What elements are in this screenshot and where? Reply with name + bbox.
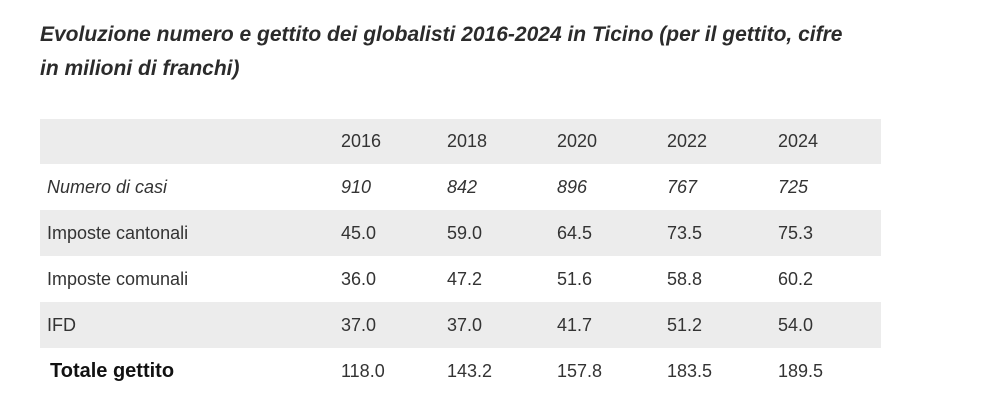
cell-value: 47.2 <box>447 268 483 289</box>
cell-value: 143.2 <box>447 360 493 381</box>
table-row-totale-gettito: Totale gettito 118.0 143.2 157.8 183.5 1… <box>40 348 881 394</box>
table-row-ifd: IFD 37.0 37.0 41.7 51.2 54.0 <box>40 302 881 348</box>
cell-value: 767 <box>667 176 698 197</box>
header-year-2020: 2020 <box>557 119 667 164</box>
cell-value: 59.0 <box>447 210 557 256</box>
cell-value: 910 <box>341 176 372 197</box>
cell-value: 45.0 <box>341 210 447 256</box>
header-year-2016: 2016 <box>341 119 447 164</box>
data-table: 2016 2018 2020 2022 2024 Numero di casi … <box>40 119 881 394</box>
cell-value: 51.6 <box>557 268 593 289</box>
row-label: Imposte comunali <box>47 268 189 289</box>
table-header-row: 2016 2018 2020 2022 2024 <box>40 119 881 164</box>
cell-value: 118.0 <box>341 360 385 381</box>
row-label: Totale gettito <box>50 359 175 382</box>
cell-value: 37.0 <box>341 302 447 348</box>
cell-value: 725 <box>778 176 809 197</box>
cell-value: 189.5 <box>778 360 824 381</box>
table-row-numero-di-casi: Numero di casi 910 842 896 767 725 <box>40 164 881 210</box>
cell-value: 41.7 <box>557 302 667 348</box>
header-year-2018: 2018 <box>447 119 557 164</box>
table-row-imposte-comunali: Imposte comunali 36.0 47.2 51.6 58.8 60.… <box>40 256 881 302</box>
header-year-2024: 2024 <box>778 119 881 164</box>
cell-value: 58.8 <box>667 268 703 289</box>
row-label: Numero di casi <box>47 176 168 197</box>
table-row-imposte-cantonali: Imposte cantonali 45.0 59.0 64.5 73.5 75… <box>40 210 881 256</box>
cell-value: 75.3 <box>778 210 881 256</box>
cell-value: 60.2 <box>778 268 814 289</box>
cell-value: 54.0 <box>778 302 881 348</box>
cell-value: 896 <box>557 176 588 197</box>
row-label: Imposte cantonali <box>40 210 341 256</box>
cell-value: 51.2 <box>667 302 778 348</box>
cell-value: 183.5 <box>667 360 713 381</box>
row-label: IFD <box>40 302 341 348</box>
cell-value: 157.8 <box>557 360 603 381</box>
cell-value: 64.5 <box>557 210 667 256</box>
cell-value: 37.0 <box>447 302 557 348</box>
header-empty-cell <box>40 119 341 164</box>
cell-value: 73.5 <box>667 210 778 256</box>
cell-value: 36.0 <box>341 268 377 289</box>
cell-value: 842 <box>447 176 478 197</box>
header-year-2022: 2022 <box>667 119 778 164</box>
page-title: Evoluzione numero e gettito dei globalis… <box>40 23 843 80</box>
